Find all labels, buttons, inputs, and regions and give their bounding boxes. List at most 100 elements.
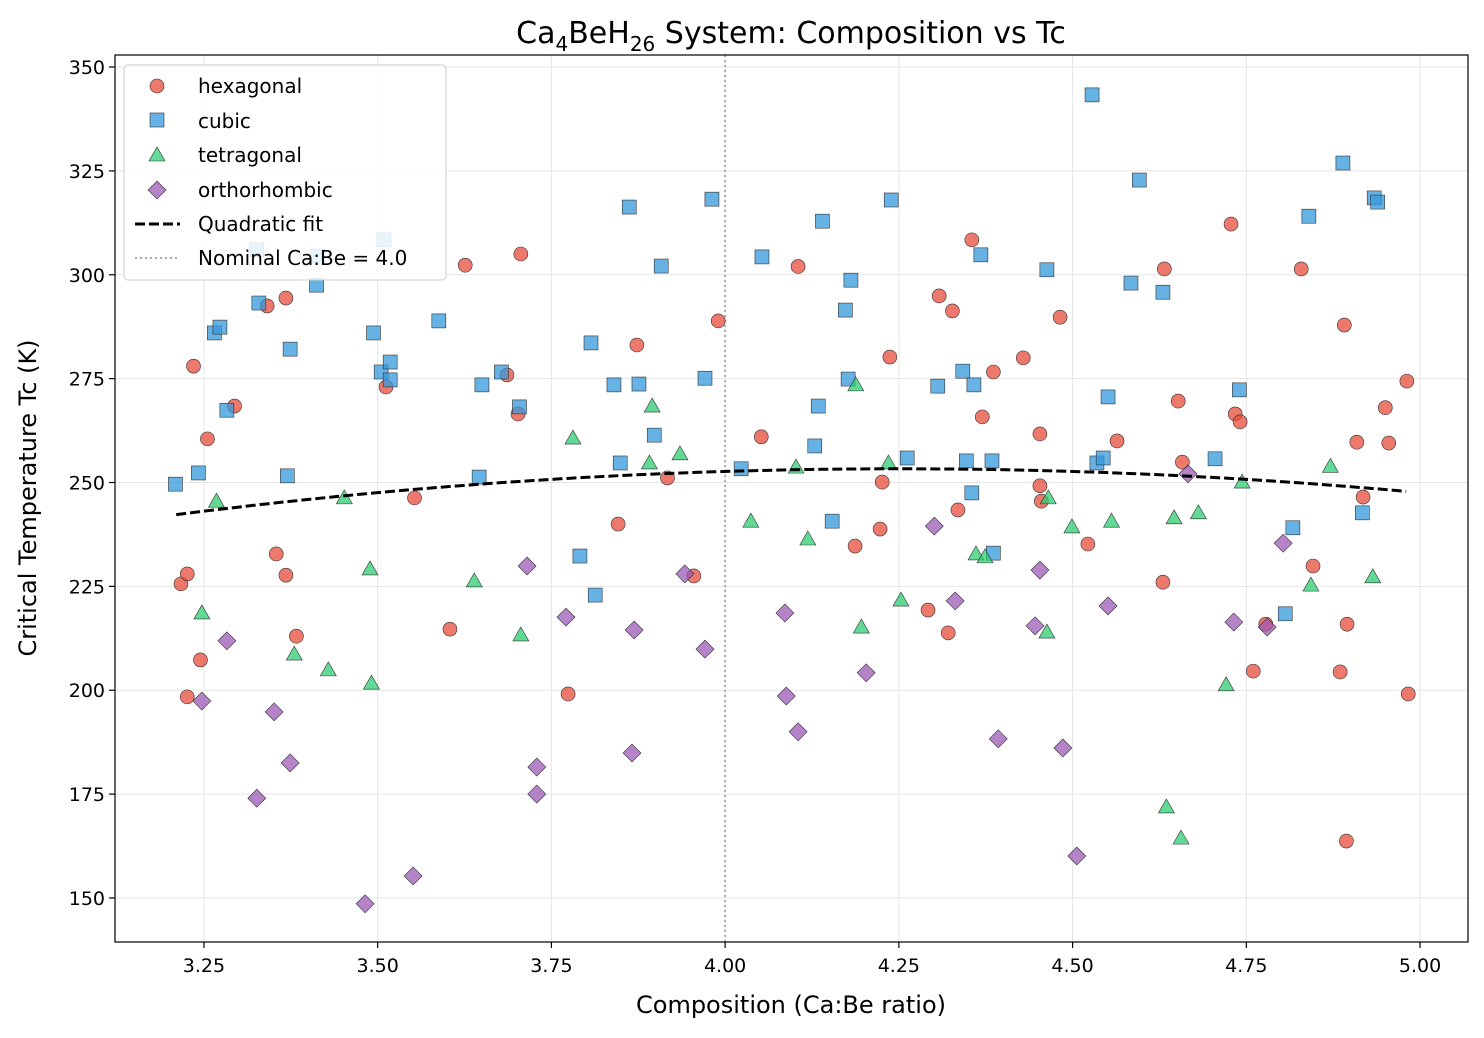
cubic-point <box>810 398 826 414</box>
orthorhombic-point <box>945 591 965 611</box>
hexagonal-point <box>1400 686 1416 702</box>
x-tick-label: 3.75 <box>530 955 572 977</box>
y-tick-label: 300 <box>69 265 105 287</box>
cubic-point <box>280 468 295 484</box>
cubic-point <box>474 377 490 393</box>
hexagonal-point <box>1032 426 1048 442</box>
tetragonal-point <box>892 591 910 607</box>
y-tick-label: 200 <box>69 680 105 702</box>
hexagonal-point <box>1337 317 1352 333</box>
orthorhombic-point <box>788 722 808 742</box>
hexagonal-point <box>610 516 626 532</box>
y-tick-label: 175 <box>69 784 105 806</box>
cubic-point <box>1277 606 1293 622</box>
x-axis-label: Composition (Ca:Be ratio) <box>636 991 946 1019</box>
orthorhombic-point <box>1178 464 1198 484</box>
hexagonal-point <box>974 409 990 425</box>
cubic-point <box>1123 275 1139 291</box>
y-tick-label: 150 <box>69 888 105 910</box>
tetragonal-point <box>512 626 530 642</box>
hexagonal-point <box>407 490 422 506</box>
cubic-point <box>191 465 206 481</box>
legend-label-tetragonal: tetragonal <box>198 143 302 167</box>
y-tick-label: 275 <box>69 369 105 391</box>
y-tick-label: 225 <box>69 576 105 598</box>
cubic-point <box>1039 262 1055 278</box>
cubic-point <box>958 453 974 469</box>
x-tick-label: 4.25 <box>878 955 920 977</box>
hexagonal-point <box>931 288 947 304</box>
legend-label-orthorhombic: orthorhombic <box>198 178 333 202</box>
orthorhombic-point <box>924 516 944 536</box>
hexagonal-point <box>186 358 201 374</box>
series-orthorhombic <box>192 464 1293 914</box>
x-tick-label: 3.50 <box>357 955 399 977</box>
orthorhombic-point <box>1273 533 1293 553</box>
tetragonal-point <box>1172 829 1190 845</box>
cubic-point <box>606 377 622 393</box>
x-tick-label: 3.25 <box>183 955 225 977</box>
tetragonal-point <box>847 376 865 392</box>
hexagonal-point <box>513 246 529 262</box>
cubic-point <box>899 450 915 466</box>
data-points <box>168 87 1416 914</box>
orthorhombic-point <box>1030 560 1050 580</box>
cubic-point <box>824 513 840 529</box>
cubic-point <box>1301 208 1317 224</box>
y-axis-label: Critical Temperature Tc (K) <box>14 339 42 656</box>
legend-label-cubic: cubic <box>198 109 251 133</box>
x-axis-ticks: 3.25 3.50 3.75 4.00 4.25 4.50 4.75 5.00 <box>183 942 1441 977</box>
cubic-point <box>930 378 946 394</box>
cubic-point <box>168 476 183 492</box>
tetragonal-point <box>1157 798 1175 814</box>
hexagonal-point <box>1339 833 1354 849</box>
cubic-point <box>754 249 770 265</box>
hexagonal-point <box>1349 434 1365 450</box>
hexagonal-point <box>790 259 806 274</box>
y-axis-ticks: 150 175 200 225 250 275 300 325 350 <box>69 57 115 910</box>
legend-marker-cubic <box>149 112 165 128</box>
tetragonal-point <box>1364 568 1382 584</box>
cubic-point <box>431 313 447 329</box>
cubic-point <box>1100 389 1116 405</box>
hexagonal-point <box>1157 261 1172 277</box>
hexagonal-point <box>874 474 890 490</box>
x-tick-label: 4.50 <box>1051 955 1093 977</box>
cubic-point <box>1232 382 1247 398</box>
orthorhombic-point <box>1224 612 1244 632</box>
legend-label-fit: Quadratic fit <box>198 212 323 236</box>
tetragonal-point <box>361 560 379 576</box>
hexagonal-point <box>1223 216 1239 232</box>
cubic-point <box>704 191 720 207</box>
fit-line-group <box>176 467 1407 517</box>
tetragonal-point <box>1217 676 1235 692</box>
tetragonal-point <box>1321 457 1339 473</box>
hexagonal-point <box>1245 663 1261 679</box>
hexagonal-point <box>950 502 966 518</box>
orthorhombic-point <box>776 686 796 706</box>
y-tick-label: 250 <box>69 473 105 495</box>
hexagonal-point <box>1080 536 1096 552</box>
orthorhombic-point <box>192 691 212 711</box>
y-tick-label: 325 <box>69 161 105 183</box>
quadratic-fit-line <box>176 467 1407 517</box>
hexagonal-point <box>920 602 936 618</box>
tetragonal-point <box>319 661 337 677</box>
x-tick-label: 5.00 <box>1399 955 1441 977</box>
hexagonal-point <box>964 232 980 248</box>
cubic-point <box>612 455 628 471</box>
legend: hexagonal cubic tetragonal orthorhombic … <box>123 64 447 281</box>
tetragonal-point <box>362 674 380 690</box>
cubic-point <box>219 402 235 418</box>
cubic-point <box>587 587 603 603</box>
legend-marker-tetragonal <box>148 146 166 162</box>
hexagonal-point <box>1381 435 1397 451</box>
cubic-point <box>883 192 899 208</box>
cubic-point <box>838 302 853 318</box>
cubic-point <box>1285 520 1301 536</box>
hexagonal-point <box>289 628 304 644</box>
cubic-point <box>282 341 298 357</box>
orthorhombic-point <box>527 784 547 804</box>
hexagonal-point <box>1175 454 1190 470</box>
hexagonal-point <box>1378 400 1393 416</box>
